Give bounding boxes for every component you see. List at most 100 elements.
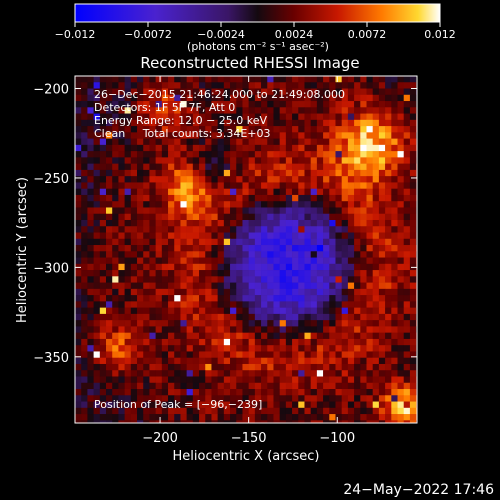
heatmap-cell	[372, 263, 380, 271]
heatmap-cell	[360, 169, 367, 177]
heatmap-cell	[397, 263, 405, 271]
heatmap-cell	[279, 382, 287, 390]
heatmap-cell	[180, 376, 187, 384]
heatmap-cell	[403, 94, 411, 102]
heatmap-cell	[199, 245, 206, 252]
heatmap-cell	[323, 345, 330, 352]
heatmap-cell	[261, 163, 268, 171]
heatmap-cell	[236, 307, 243, 315]
heatmap-cell	[143, 401, 150, 409]
heatmap-cell	[124, 107, 132, 114]
heatmap-cell	[124, 320, 132, 327]
heatmap-cell	[149, 238, 156, 246]
heatmap-cell	[372, 338, 380, 346]
heatmap-cell	[192, 176, 200, 183]
heatmap-cell	[211, 151, 218, 158]
heatmap-cell	[192, 357, 200, 365]
heatmap-cell	[81, 295, 88, 302]
heatmap-cell	[75, 320, 82, 327]
heatmap-cell	[211, 376, 218, 384]
heatmap-cell	[118, 107, 125, 114]
heatmap-cell	[223, 395, 231, 402]
heatmap-cell	[385, 351, 392, 359]
heatmap-cell	[186, 113, 194, 121]
heatmap-cell	[93, 238, 101, 246]
heatmap-cell	[385, 301, 392, 308]
heatmap-cell	[174, 119, 181, 127]
heatmap-cell	[199, 151, 206, 158]
heatmap-cell	[360, 276, 367, 283]
heatmap-cell	[106, 414, 113, 421]
heatmap-cell	[378, 132, 386, 139]
heatmap-cell	[310, 132, 318, 139]
heatmap-cell	[422, 414, 429, 421]
heatmap-cell	[199, 201, 206, 208]
heatmap-cell	[279, 257, 287, 265]
heatmap-cell	[199, 101, 206, 108]
heatmap-cell	[211, 138, 218, 146]
heatmap-cell	[372, 238, 380, 246]
heatmap-cell	[298, 307, 305, 315]
heatmap-cell	[285, 119, 293, 127]
heatmap-cell	[316, 395, 324, 402]
heatmap-cell	[397, 295, 405, 302]
heatmap-cell	[230, 176, 237, 183]
heatmap-cell	[199, 207, 206, 215]
heatmap-cell	[205, 338, 212, 346]
heatmap-cell	[378, 332, 386, 340]
heatmap-cell	[87, 213, 94, 221]
heatmap-cell	[254, 219, 262, 227]
heatmap-cell	[378, 338, 386, 346]
heatmap-cell	[267, 288, 274, 296]
heatmap-cell	[385, 219, 392, 227]
heatmap-cell	[422, 376, 429, 383]
heatmap-cell	[285, 138, 293, 146]
heatmap-cell	[409, 351, 417, 359]
heatmap-cell	[347, 119, 355, 127]
heatmap-cell	[372, 363, 380, 371]
heatmap-cell	[335, 401, 342, 409]
heatmap-cell	[242, 351, 249, 359]
heatmap-cell	[366, 282, 373, 290]
heatmap-cell	[81, 389, 88, 396]
heatmap-cell	[75, 169, 82, 177]
heatmap-cell	[316, 132, 324, 139]
heatmap-cell	[242, 151, 249, 158]
heatmap-cell	[335, 257, 342, 265]
heatmap-cell	[242, 182, 249, 189]
heatmap-cell	[161, 94, 169, 102]
heatmap-cell	[360, 113, 367, 121]
heatmap-cell	[180, 351, 187, 359]
heatmap-cell	[304, 132, 311, 139]
heatmap-cell	[273, 101, 280, 108]
heatmap-cell	[248, 370, 256, 377]
heatmap-cell	[130, 101, 138, 108]
heatmap-cell	[298, 151, 305, 158]
heatmap-cell	[403, 351, 411, 359]
heatmap-cell	[130, 320, 138, 327]
heatmap-cell	[118, 257, 125, 265]
heatmap-cell	[378, 263, 386, 271]
heatmap-cell	[292, 257, 299, 265]
heatmap-cell	[372, 382, 380, 390]
heatmap-cell	[230, 151, 237, 158]
heatmap-cell	[248, 288, 256, 296]
heatmap-cell	[391, 301, 398, 308]
heatmap-cell	[323, 326, 330, 333]
heatmap-cell	[354, 107, 361, 114]
heatmap-cell	[106, 82, 113, 89]
heatmap-cell	[211, 307, 218, 315]
heatmap-cell	[261, 82, 268, 89]
heatmap-cell	[180, 219, 187, 227]
heatmap-cell	[130, 338, 138, 346]
heatmap-cell	[254, 382, 262, 390]
heatmap-cell	[242, 201, 249, 208]
heatmap-cell	[155, 276, 163, 283]
heatmap-cell	[242, 94, 249, 102]
heatmap-cell	[174, 194, 181, 202]
heatmap-cell	[118, 376, 125, 384]
heatmap-cell	[236, 163, 243, 171]
heatmap-cell	[174, 276, 181, 283]
heatmap-cell	[242, 251, 249, 258]
heatmap-cell	[254, 357, 262, 365]
